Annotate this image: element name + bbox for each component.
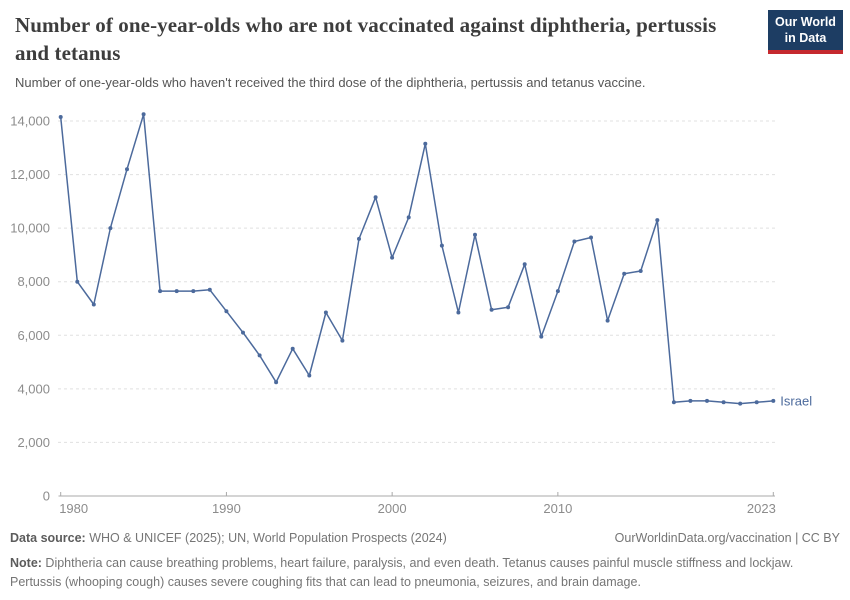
attribution-link[interactable]: OurWorldinData.org/vaccination | CC BY <box>614 531 840 545</box>
data-point[interactable] <box>357 236 361 241</box>
data-point[interactable] <box>506 305 511 310</box>
data-point[interactable] <box>589 235 593 240</box>
y-axis-tick-label: 4,000 <box>17 381 50 396</box>
chart-area[interactable]: 0 2,000 4,000 6,000 8,000 10,000 12,000 14,000 1… <box>0 100 850 520</box>
data-point[interactable] <box>655 218 660 223</box>
data-source-label: Data source: <box>10 531 86 545</box>
y-axis-tick-label: 10,000 <box>10 221 50 236</box>
y-axis-tick-label: 6,000 <box>17 328 50 343</box>
y-axis-tick-label: 8,000 <box>17 274 50 289</box>
y-axis-tick-label: 14,000 <box>10 114 50 129</box>
data-point[interactable] <box>638 269 643 273</box>
data-point[interactable] <box>721 400 726 405</box>
data-point[interactable] <box>108 226 113 231</box>
data-point[interactable] <box>191 289 196 294</box>
data-point[interactable] <box>539 334 544 339</box>
data-point[interactable] <box>158 289 163 294</box>
data-point[interactable] <box>489 307 494 312</box>
data-point[interactable] <box>688 398 693 403</box>
data-point[interactable] <box>373 195 378 200</box>
data-point[interactable] <box>274 380 279 385</box>
header: Number of one-year-olds who are not vacc… <box>0 0 850 93</box>
chart-plot[interactable]: 0 2,000 4,000 6,000 8,000 10,000 12,000 14,000 1… <box>0 100 850 520</box>
data-point[interactable] <box>224 309 229 314</box>
data-point[interactable] <box>622 271 627 276</box>
series-line[interactable] <box>59 113 774 405</box>
series-end-label[interactable]: Israel <box>780 393 812 408</box>
owid-logo[interactable]: Our World in Data <box>768 10 843 55</box>
x-axis-tick-label: 2000 <box>378 501 407 516</box>
data-point[interactable] <box>572 239 577 244</box>
note-text: Diphtheria can cause breathing problems,… <box>10 556 794 589</box>
data-point[interactable] <box>473 232 477 237</box>
x-axis-tick-label: 2023 <box>747 501 776 516</box>
x-axis-tick-label: 2010 <box>543 501 572 516</box>
data-source-row: Data source: WHO & UNICEF (2025); UN, Wo… <box>10 531 840 545</box>
data-point[interactable] <box>340 338 345 343</box>
owid-logo-line2: in Data <box>784 30 827 45</box>
data-point[interactable] <box>605 318 610 323</box>
note-label: Note: <box>10 556 42 570</box>
data-point[interactable] <box>771 398 776 403</box>
owid-logo-line1: Our World <box>775 15 836 29</box>
data-point[interactable] <box>290 346 295 351</box>
data-point[interactable] <box>555 289 560 294</box>
data-point[interactable] <box>257 353 262 358</box>
x-axis-tick-label: 1990 <box>212 501 241 516</box>
data-point[interactable] <box>390 255 395 260</box>
data-point[interactable] <box>406 215 411 220</box>
data-point[interactable] <box>456 310 461 315</box>
data-point[interactable] <box>174 289 179 294</box>
data-point[interactable] <box>58 115 63 119</box>
data-point[interactable] <box>323 310 328 315</box>
data-point[interactable] <box>423 141 428 146</box>
data-point[interactable] <box>307 373 312 378</box>
data-source-line: Data source: WHO & UNICEF (2025); UN, Wo… <box>10 531 447 545</box>
data-source-text: WHO & UNICEF (2025); UN, World Populatio… <box>85 531 447 545</box>
data-point[interactable] <box>241 330 245 335</box>
x-axis-tick-label: 1980 <box>59 501 88 516</box>
y-axis-tick-label: 0 <box>43 489 50 504</box>
y-axis-tick-label: 12,000 <box>10 167 50 182</box>
data-point[interactable] <box>91 302 96 307</box>
data-point[interactable] <box>125 167 129 172</box>
footer: Data source: WHO & UNICEF (2025); UN, Wo… <box>10 531 840 592</box>
y-axis-tick-label: 2,000 <box>17 435 50 450</box>
data-point[interactable] <box>738 401 743 406</box>
data-point[interactable] <box>671 400 676 405</box>
data-point[interactable] <box>705 398 709 403</box>
data-point[interactable] <box>207 287 212 292</box>
data-point[interactable] <box>439 243 444 248</box>
data-point[interactable] <box>754 400 759 405</box>
data-point[interactable] <box>75 279 80 284</box>
data-point[interactable] <box>522 262 527 267</box>
data-point[interactable] <box>141 112 146 117</box>
page-subtitle: Number of one-year-olds who haven't rece… <box>15 75 646 91</box>
chart-note: Note: Diphtheria can cause breathing pro… <box>10 554 840 592</box>
page-title: Number of one-year-olds who are not vacc… <box>15 13 717 65</box>
